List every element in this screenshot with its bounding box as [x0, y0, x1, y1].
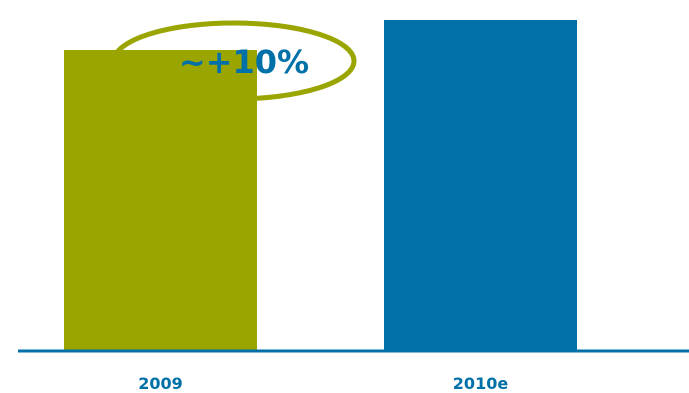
category-label-2010e: 2010e [453, 374, 509, 393]
bar-2010e [384, 20, 577, 350]
category-labels: 2009 2010e [138, 374, 508, 393]
annotation-ellipse [111, 20, 357, 102]
bar-2009 [64, 50, 257, 350]
bars-layer [64, 20, 577, 350]
growth-annotation: ~+10% [111, 20, 357, 102]
annotation-text: ~+10% [179, 43, 309, 81]
category-label-2009: 2009 [138, 374, 183, 393]
